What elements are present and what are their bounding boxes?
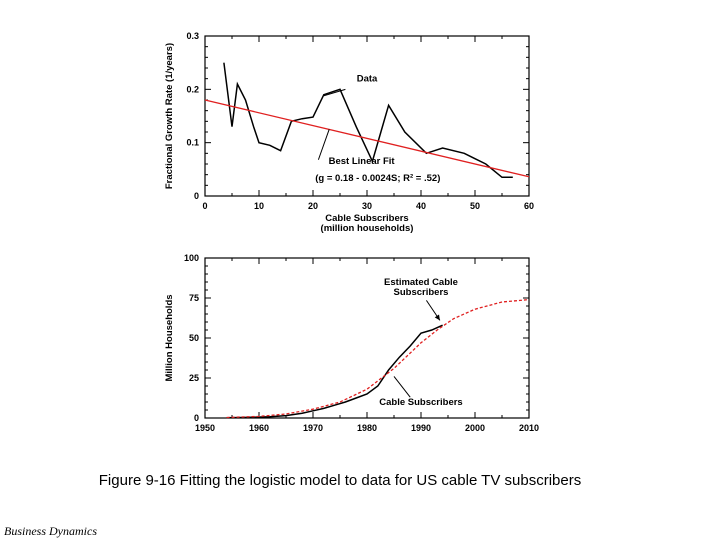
plot-frame bbox=[204, 35, 530, 197]
x-tick-label: 60 bbox=[524, 201, 534, 211]
annotation-leader bbox=[393, 376, 411, 398]
footer-text: Business Dynamics bbox=[4, 524, 97, 538]
y-tick-label: 0 bbox=[194, 413, 199, 423]
x-axis-label: Cable Subscribers bbox=[325, 213, 408, 224]
y-tick-label: 0.2 bbox=[186, 84, 199, 94]
annotation-arrowhead bbox=[434, 314, 440, 321]
y-axis-label: Fractional Growth Rate (1/years) bbox=[164, 43, 175, 189]
x-tick-label: 30 bbox=[362, 201, 372, 211]
x-tick-label: 10 bbox=[254, 201, 264, 211]
figure-caption: Figure 9-16 Fitting the logistic model t… bbox=[98, 472, 582, 489]
x-axis-label: (million households) bbox=[321, 223, 414, 234]
x-tick-label: 0 bbox=[202, 201, 207, 211]
y-axis-label: Million Households bbox=[164, 294, 175, 381]
y-tick-label: 0.3 bbox=[186, 31, 199, 41]
y-tick-label: 75 bbox=[189, 293, 199, 303]
series-line-cable-subscribers bbox=[226, 324, 443, 419]
y-tick-label: 25 bbox=[189, 373, 199, 383]
y-tick-label: 100 bbox=[184, 253, 199, 263]
series-line-estimated-cable-subscribers bbox=[226, 298, 530, 419]
annotation-leader bbox=[317, 129, 330, 160]
annotation-label: (g = 0.18 - 0.0024S; R² = .52) bbox=[315, 173, 440, 184]
annotation-label: Subscribers bbox=[394, 287, 449, 298]
series-line-data bbox=[223, 62, 513, 179]
x-tick-label: 1950 bbox=[195, 423, 215, 433]
x-tick-label: 2010 bbox=[519, 423, 539, 433]
growth-rate-chart: 0 10 20 30 40 50 60 0 0.1 0.2 0.3 Cable Subscribers… bbox=[164, 31, 534, 234]
subscribers-chart: 1950 1960 1970 1980 1990 2000 2010 0 25 50 75 100 Mi… bbox=[164, 253, 539, 433]
series-line-best-linear-fit bbox=[204, 99, 530, 178]
x-tick-label: 1960 bbox=[249, 423, 269, 433]
x-tick-label: 2000 bbox=[465, 423, 485, 433]
y-tick-label: 50 bbox=[189, 333, 199, 343]
x-tick-label: 40 bbox=[416, 201, 426, 211]
annotation-leader bbox=[323, 88, 346, 97]
annotation-label: Estimated Cable bbox=[384, 277, 458, 288]
x-tick-label: 1980 bbox=[357, 423, 377, 433]
annotation-label: Best Linear Fit bbox=[329, 156, 396, 167]
annotation-label: Cable Subscribers bbox=[379, 397, 462, 408]
x-tick-label: 50 bbox=[470, 201, 480, 211]
x-tick-label: 1970 bbox=[303, 423, 323, 433]
annotation-label: Data bbox=[357, 73, 378, 84]
y-tick-label: 0.1 bbox=[186, 138, 199, 148]
y-tick-label: 0 bbox=[194, 191, 199, 201]
x-tick-label: 20 bbox=[308, 201, 318, 211]
x-tick-label: 1990 bbox=[411, 423, 431, 433]
